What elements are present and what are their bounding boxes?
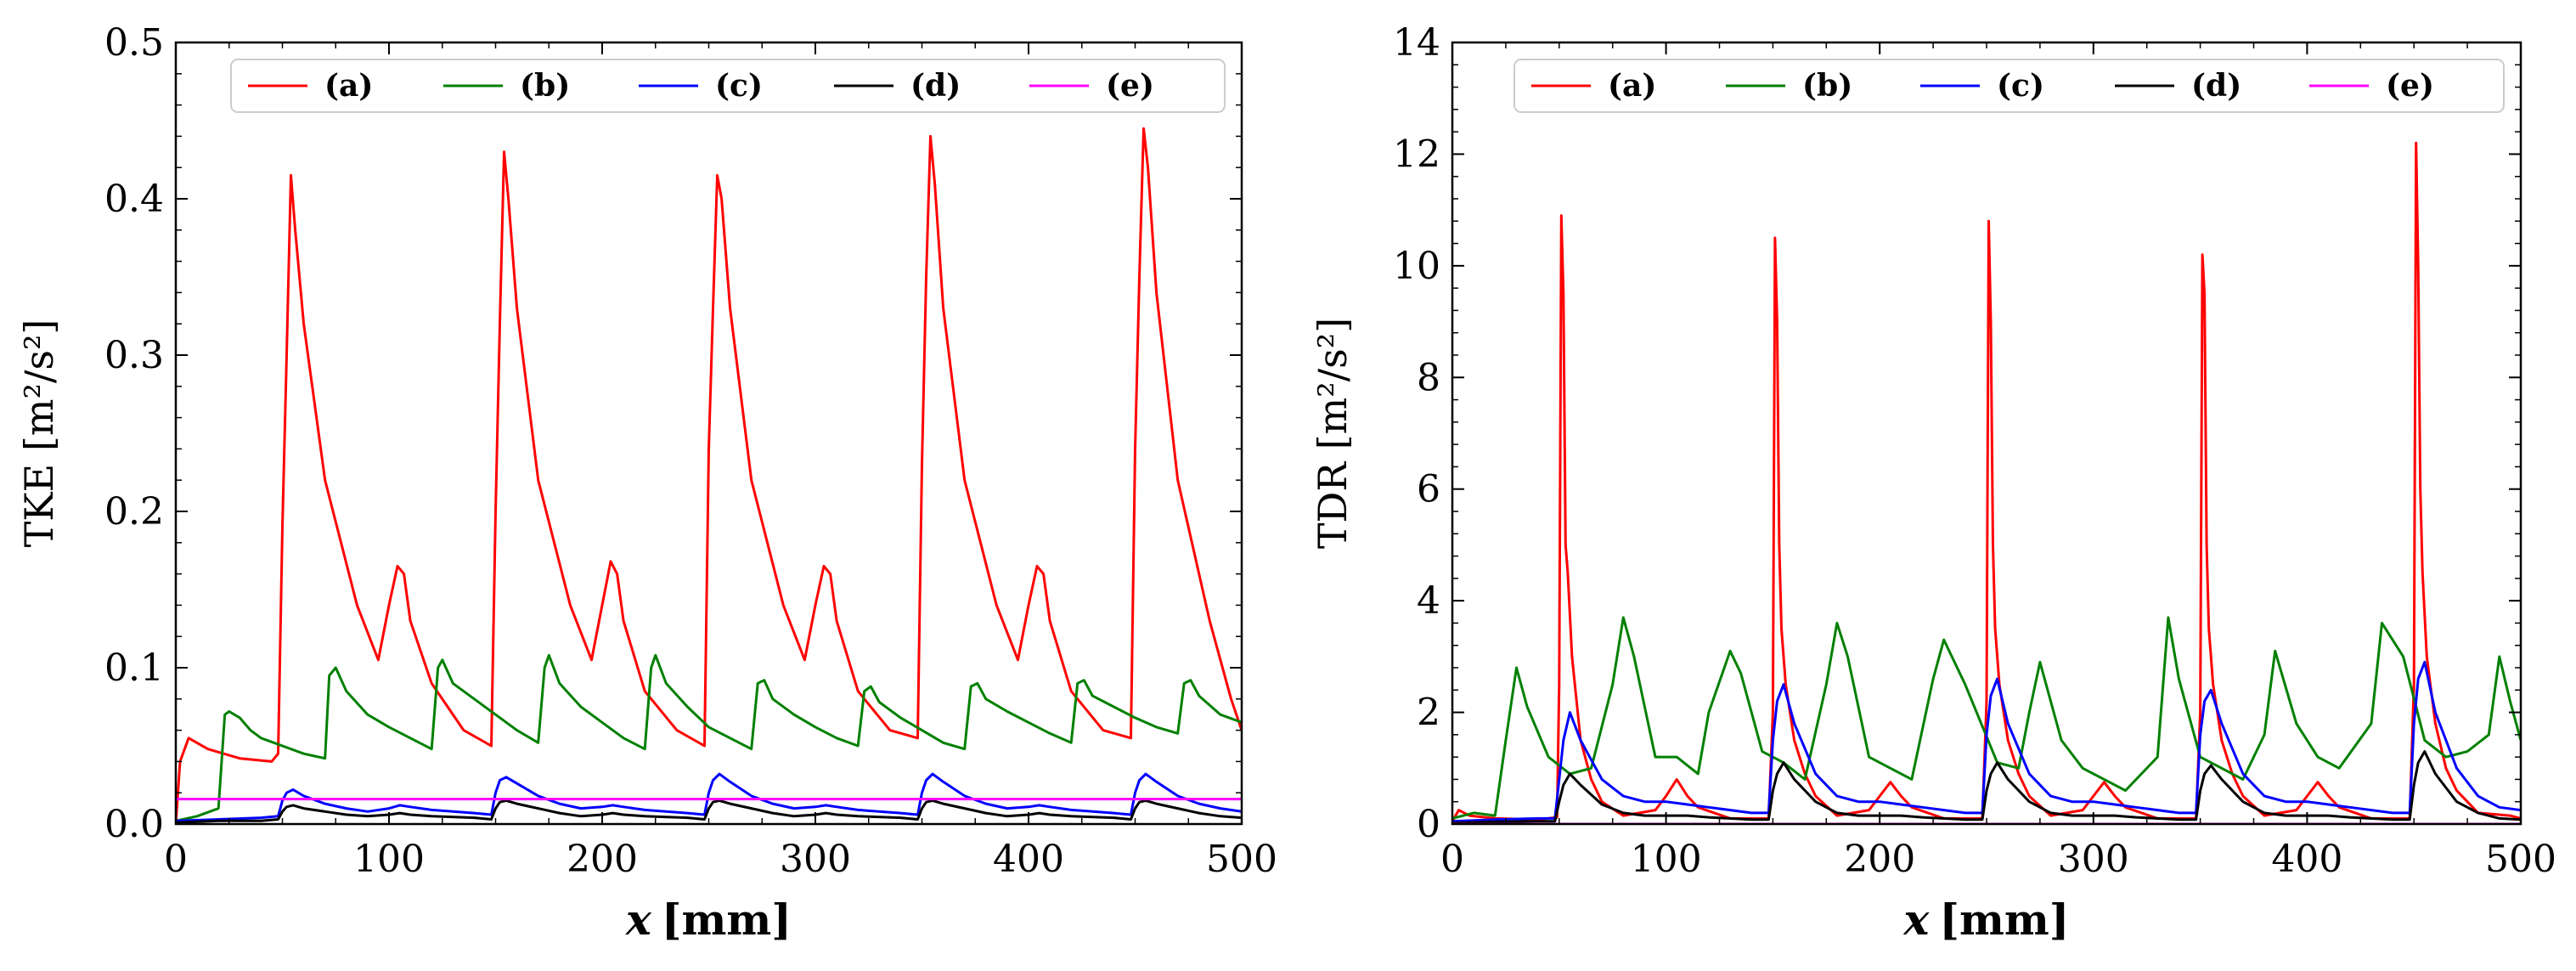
legend-label: (d) [2191,68,2241,104]
x-tick-label: 300 [2058,838,2129,881]
x-tick-label: 200 [566,838,638,881]
x-tick-label: 500 [2485,838,2556,881]
x-tick-label: 100 [353,838,425,881]
y-tick-label: 14 [1393,21,1440,65]
legend-label: (c) [1997,68,2044,104]
y-tick-label: 0.2 [104,490,164,533]
x-tick-label: 400 [993,838,1064,881]
series-line-b [1452,616,2521,820]
x-axis-title: x [mm] [625,895,792,945]
legend-label: (d) [910,68,961,104]
x-tick-label: 0 [164,838,188,881]
x-tick-label: 400 [2271,838,2342,881]
tke-panel: 0 100 200 300 400 500 0.0 0.1 0.2 0.3 0.4 0.5 x [mm] T… [16,21,1277,945]
y-tick-label: 2 [1417,692,1440,735]
y-tick-label: 0.0 [104,803,164,846]
series-line-b [176,653,1242,822]
legend-label: (e) [2386,68,2434,104]
plot-area [1452,141,2521,824]
series-line-d [1452,750,2521,824]
x-axis-title: x [mm] [1903,895,2070,945]
y-tick-label: 8 [1417,356,1440,399]
x-tick-label: 300 [780,838,851,881]
legend: (a) (b) (c) (d) (e) [1513,59,2505,113]
y-tick-label: 0.4 [104,178,164,221]
y-tick-label: 12 [1393,133,1440,176]
y-tick-label: 0.3 [104,334,164,377]
y-axis-title: TKE [m²/s²] [16,319,62,548]
legend-label: (b) [1802,68,1852,104]
series-line-c [1452,660,2521,823]
legend-box [230,59,1226,113]
x-tick-label: 0 [1440,838,1464,881]
legend: (a) (b) (c) (d) (e) [230,59,1226,113]
legend-label: (c) [715,68,763,104]
y-tick-label: 4 [1417,579,1440,623]
series-line-a [1452,141,2521,822]
y-tick-label: 0 [1417,803,1440,846]
y-tick-label: 0.1 [104,646,164,690]
legend-label: (a) [324,68,373,104]
x-tick-label: 100 [1631,838,1702,881]
series-line-d [176,799,1242,824]
tdr-panel: 0 100 200 300 400 500 0 2 4 6 8 10 12 14 x [mm] TDR [m²/… [1310,21,2556,945]
legend-box [1513,59,2505,113]
y-tick-label: 10 [1393,245,1440,288]
legend-label: (a) [1608,68,1656,104]
y-axis-title: TDR [m²/s²] [1310,318,1356,549]
y-tick-label: 0.5 [104,21,164,65]
y-tick-label: 6 [1417,468,1440,511]
series-line-c [176,772,1242,822]
x-tick-label: 500 [1206,838,1277,881]
legend-label: (b) [520,68,570,104]
legend-label: (e) [1106,68,1154,104]
plot-area [176,127,1242,824]
x-tick-label: 200 [1844,838,1915,881]
series-line-a [176,127,1242,824]
